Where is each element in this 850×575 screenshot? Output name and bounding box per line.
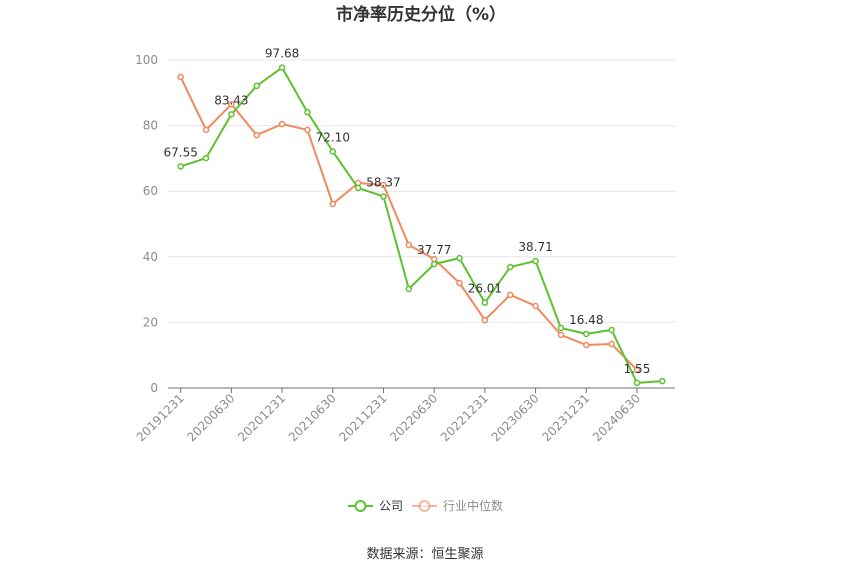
- data-point-industry-median[interactable]: [430, 255, 438, 263]
- legend-item-industry-median[interactable]: 行业中位数: [412, 498, 503, 513]
- data-point-industry-median[interactable]: [583, 341, 590, 349]
- data-label-company: 37.77: [417, 243, 451, 257]
- data-point-company[interactable]: [354, 184, 362, 192]
- y-tick-label: 80: [143, 119, 158, 133]
- x-tick-label: 20211231: [337, 391, 390, 444]
- series-industry-median: [177, 73, 641, 374]
- data-point-industry-median[interactable]: [633, 366, 641, 374]
- data-label-company: 16.48: [569, 313, 603, 327]
- legend-label-company: 公司: [379, 499, 403, 513]
- x-tick-label: 20221231: [438, 391, 491, 444]
- x-tick-label: 20191231: [134, 391, 187, 444]
- data-point-company[interactable]: [177, 163, 184, 170]
- legend-item-company[interactable]: 公司: [348, 499, 403, 513]
- legend-marker-industry-median: [418, 500, 431, 512]
- data-point-company[interactable]: [481, 299, 489, 306]
- data-point-industry-median[interactable]: [228, 101, 235, 108]
- series-company: [177, 64, 666, 387]
- data-point-company[interactable]: [228, 111, 235, 118]
- data-point-company[interactable]: [304, 108, 311, 116]
- data-point-industry-median[interactable]: [456, 279, 463, 287]
- x-tick-label: 20200630: [184, 391, 237, 444]
- x-tick-label: 20210630: [286, 391, 339, 444]
- y-tick-label: 40: [143, 250, 158, 264]
- data-point-industry-median[interactable]: [481, 316, 489, 324]
- series-line-company: [180, 66, 663, 384]
- data-label-company: 1.55: [624, 362, 651, 376]
- data-point-company[interactable]: [329, 148, 337, 155]
- data-point-company[interactable]: [253, 82, 260, 90]
- data-point-company[interactable]: [633, 379, 641, 387]
- data-point-company[interactable]: [405, 285, 413, 293]
- chart-title: 市净率历史分位（%）: [336, 4, 506, 25]
- data-source: 数据来源：恒生聚源: [366, 547, 483, 562]
- data-label-company: 58.37: [366, 176, 400, 190]
- legend[interactable]: 公司 行业中位数: [348, 498, 503, 513]
- y-tick-label: 60: [143, 184, 158, 198]
- data-point-company[interactable]: [380, 193, 387, 200]
- data-label-company: 67.55: [163, 145, 197, 159]
- x-tick-label: 20230630: [489, 391, 542, 444]
- legend-marker-company: [354, 500, 367, 512]
- y-tick-label: 0: [150, 381, 158, 395]
- data-label-company: 38.71: [518, 240, 552, 254]
- data-point-industry-median[interactable]: [608, 340, 615, 348]
- data-point-industry-median[interactable]: [253, 131, 260, 139]
- x-tick-label: 20231231: [539, 391, 592, 444]
- data-point-company[interactable]: [659, 377, 666, 385]
- y-tick-label: 100: [135, 53, 158, 67]
- y-tick-label: 20: [143, 315, 158, 329]
- data-point-company[interactable]: [506, 263, 514, 271]
- x-tick-label: 20220630: [387, 391, 440, 444]
- data-labels: 67.55 83.43 97.68 72.10 58.37 37.77 26.01 38.71…: [163, 47, 650, 376]
- data-label-company: 72.10: [316, 131, 350, 145]
- data-point-company[interactable]: [608, 326, 615, 334]
- data-point-industry-median[interactable]: [405, 241, 413, 249]
- data-point-industry-median[interactable]: [329, 200, 337, 208]
- data-point-company[interactable]: [532, 257, 539, 265]
- data-point-industry-median[interactable]: [304, 126, 311, 134]
- series-layer: [177, 64, 666, 387]
- legend-label-industry-median: 行业中位数: [443, 498, 503, 513]
- data-point-company[interactable]: [278, 64, 286, 71]
- data-point-industry-median[interactable]: [278, 120, 286, 128]
- data-label-company: 26.01: [468, 282, 502, 296]
- data-label-company: 83.43: [214, 93, 248, 107]
- data-point-industry-median[interactable]: [380, 181, 387, 189]
- data-point-industry-median[interactable]: [177, 73, 184, 81]
- data-point-company[interactable]: [557, 324, 565, 332]
- x-axis: 2019123120200630202012312021063020211231…: [134, 387, 675, 444]
- x-tick-label: 20201231: [235, 391, 288, 444]
- data-point-company[interactable]: [583, 330, 590, 338]
- y-axis: 0 20 40 60 80 100: [135, 53, 158, 395]
- data-point-industry-median[interactable]: [532, 302, 539, 310]
- data-label-company: 97.68: [265, 47, 299, 61]
- x-tick-label: 20240630: [590, 391, 643, 444]
- data-point-industry-median[interactable]: [557, 331, 565, 339]
- grid-lines: [168, 59, 675, 323]
- data-point-company[interactable]: [456, 254, 463, 262]
- data-point-industry-median[interactable]: [506, 291, 514, 299]
- data-point-industry-median[interactable]: [202, 126, 210, 134]
- data-point-company[interactable]: [430, 260, 438, 268]
- data-point-company[interactable]: [202, 154, 210, 162]
